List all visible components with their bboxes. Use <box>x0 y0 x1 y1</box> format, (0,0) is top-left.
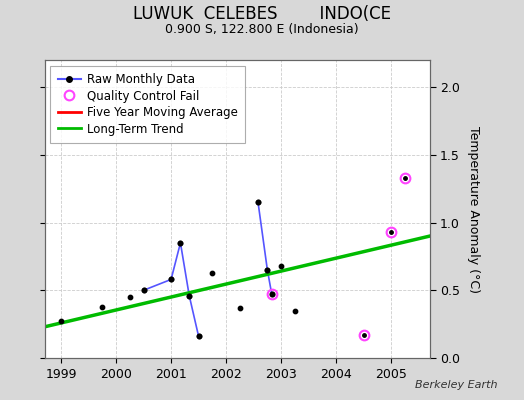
Point <box>263 267 271 273</box>
Point <box>236 305 244 311</box>
Point <box>167 276 175 283</box>
Point <box>176 240 184 246</box>
Y-axis label: Temperature Anomaly (°C): Temperature Anomaly (°C) <box>467 126 480 292</box>
Point <box>263 267 271 273</box>
Point <box>268 291 276 298</box>
Point <box>185 292 193 299</box>
Point <box>126 294 134 300</box>
Point <box>139 287 148 294</box>
Point <box>194 333 203 340</box>
Point <box>167 276 175 283</box>
Point <box>176 240 184 246</box>
Point <box>98 303 106 310</box>
Point <box>277 263 286 269</box>
Point <box>185 292 193 299</box>
Text: 0.900 S, 122.800 E (Indonesia): 0.900 S, 122.800 E (Indonesia) <box>165 24 359 36</box>
Point <box>268 291 276 298</box>
Text: Berkeley Earth: Berkeley Earth <box>416 380 498 390</box>
Point <box>139 287 148 294</box>
Legend: Raw Monthly Data, Quality Control Fail, Five Year Moving Average, Long-Term Tren: Raw Monthly Data, Quality Control Fail, … <box>50 66 245 143</box>
Point <box>208 270 216 276</box>
Point <box>57 318 66 325</box>
Point <box>194 333 203 340</box>
Point <box>254 199 262 206</box>
Point <box>254 199 262 206</box>
Point <box>291 307 299 314</box>
Text: LUWUK  CELEBES        INDO(CE: LUWUK CELEBES INDO(CE <box>133 5 391 23</box>
